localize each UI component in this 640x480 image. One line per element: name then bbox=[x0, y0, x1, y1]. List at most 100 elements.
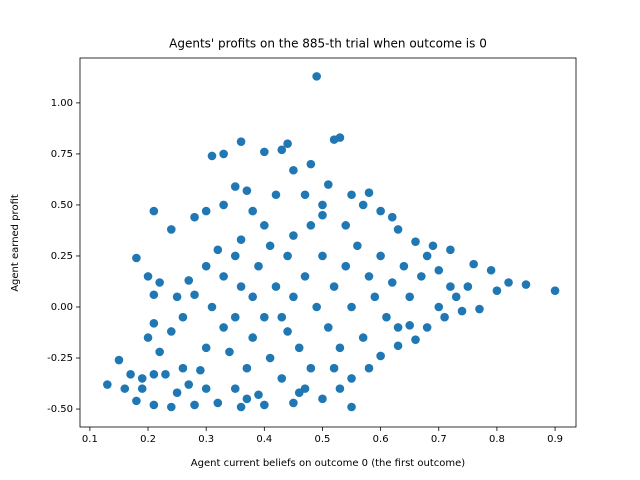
point bbox=[260, 147, 269, 157]
point bbox=[405, 292, 414, 302]
y-tick-label: -0.25 bbox=[47, 353, 73, 364]
point bbox=[300, 272, 310, 281]
point bbox=[294, 388, 304, 398]
point bbox=[393, 341, 403, 351]
point bbox=[341, 261, 351, 271]
point bbox=[132, 396, 141, 406]
point bbox=[265, 241, 275, 251]
point bbox=[155, 278, 164, 287]
point bbox=[399, 261, 409, 271]
point bbox=[103, 380, 112, 389]
point bbox=[114, 355, 124, 365]
point bbox=[207, 302, 217, 312]
point bbox=[248, 333, 257, 342]
point bbox=[353, 241, 362, 251]
point bbox=[254, 390, 263, 400]
point bbox=[137, 374, 147, 383]
point bbox=[393, 323, 403, 332]
point bbox=[149, 206, 159, 216]
point bbox=[201, 206, 211, 216]
point bbox=[335, 343, 345, 353]
point bbox=[504, 278, 513, 287]
point bbox=[236, 402, 246, 412]
point bbox=[219, 272, 228, 281]
point bbox=[137, 384, 147, 393]
point bbox=[219, 323, 228, 332]
point bbox=[364, 188, 374, 198]
point bbox=[376, 351, 385, 361]
point bbox=[312, 302, 321, 312]
y-tick-label: 0.75 bbox=[51, 149, 73, 160]
point bbox=[306, 363, 316, 373]
x-tick-label: 0.9 bbox=[547, 434, 563, 445]
point bbox=[248, 292, 257, 302]
point bbox=[289, 398, 298, 408]
point bbox=[236, 235, 246, 244]
point bbox=[260, 221, 269, 230]
point bbox=[184, 276, 194, 285]
x-tick-label: 0.3 bbox=[198, 434, 214, 445]
x-tick-label: 0.4 bbox=[256, 434, 272, 445]
point bbox=[149, 370, 159, 379]
point bbox=[213, 245, 223, 255]
point bbox=[323, 180, 333, 189]
point bbox=[393, 225, 403, 234]
point bbox=[161, 370, 170, 379]
point bbox=[271, 282, 281, 291]
point bbox=[277, 312, 287, 322]
point bbox=[190, 290, 199, 300]
point bbox=[219, 149, 228, 159]
point bbox=[428, 241, 438, 251]
point bbox=[457, 306, 467, 316]
point bbox=[405, 321, 414, 330]
point bbox=[486, 265, 496, 275]
point bbox=[242, 363, 252, 373]
point bbox=[469, 259, 478, 269]
point bbox=[230, 312, 240, 322]
point bbox=[347, 402, 356, 412]
y-axis-label: Agent earned profit bbox=[10, 194, 21, 292]
point bbox=[347, 190, 356, 200]
point bbox=[248, 206, 257, 216]
x-tick-label: 0.7 bbox=[431, 434, 447, 445]
point bbox=[318, 251, 327, 261]
point bbox=[166, 402, 176, 412]
point bbox=[126, 370, 135, 379]
point bbox=[236, 137, 246, 146]
point bbox=[318, 394, 327, 404]
point bbox=[329, 363, 339, 373]
point bbox=[376, 251, 385, 261]
point bbox=[300, 190, 310, 200]
point bbox=[492, 286, 502, 295]
point bbox=[277, 374, 287, 383]
y-tick-label: 0.25 bbox=[51, 251, 73, 262]
point bbox=[143, 333, 153, 342]
point bbox=[132, 253, 141, 263]
point bbox=[201, 384, 211, 393]
point bbox=[184, 380, 194, 389]
point bbox=[178, 312, 188, 322]
point bbox=[422, 251, 432, 261]
point bbox=[190, 212, 199, 222]
point bbox=[358, 333, 368, 342]
point bbox=[166, 225, 176, 234]
point bbox=[230, 384, 240, 393]
point bbox=[225, 347, 234, 357]
point bbox=[120, 384, 130, 393]
point bbox=[434, 302, 444, 312]
point bbox=[283, 139, 292, 149]
point bbox=[143, 272, 153, 281]
point bbox=[434, 265, 444, 275]
point bbox=[265, 353, 275, 363]
point bbox=[289, 292, 298, 302]
point bbox=[411, 335, 420, 344]
point bbox=[230, 251, 240, 261]
x-tick-label: 0.8 bbox=[489, 434, 505, 445]
point bbox=[283, 327, 292, 336]
point bbox=[277, 145, 287, 155]
point bbox=[422, 323, 432, 332]
y-tick-label: 1.00 bbox=[51, 98, 73, 109]
point bbox=[312, 72, 321, 81]
